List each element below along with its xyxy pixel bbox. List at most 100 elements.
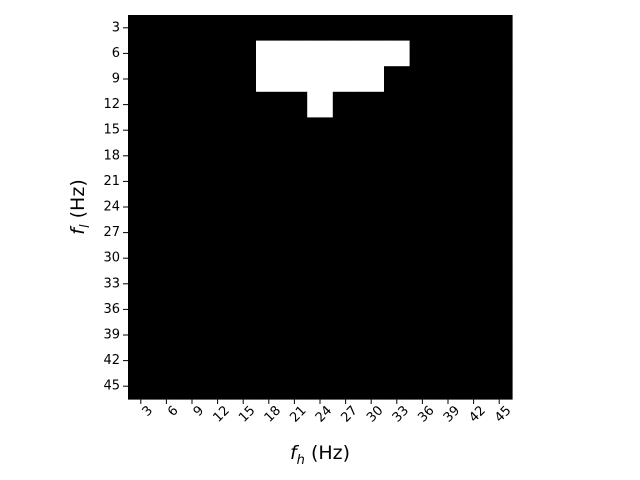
heatmap-cell-r12-c3 <box>204 322 231 349</box>
heatmap-cell-r14-c12 <box>435 373 462 400</box>
heatmap-cell-r3-c4 <box>230 91 257 118</box>
y-tick-label: 18 <box>103 148 120 163</box>
heatmap-cell-r4-c3 <box>204 117 231 144</box>
x-tick-label: 39 <box>441 403 463 425</box>
y-tick-label: 9 <box>112 72 120 87</box>
heatmap-cell-r11-c4 <box>230 296 257 323</box>
heatmap-cell-r0-c11 <box>409 15 436 42</box>
heatmap-cell-r1-c12 <box>435 40 462 67</box>
heatmap-cell-r2-c6 <box>281 66 308 93</box>
heatmap-cell-r13-c7 <box>307 347 334 374</box>
heatmap-cell-r7-c14 <box>486 194 513 221</box>
heatmap-cell-r3-c6 <box>281 91 308 118</box>
heatmap-cell-r6-c0 <box>128 168 155 195</box>
x-tick-label: 15 <box>236 403 258 425</box>
heatmap-cell-r13-c12 <box>435 347 462 374</box>
y-tick-label: 24 <box>103 200 120 215</box>
heatmap-cell-r7-c12 <box>435 194 462 221</box>
y-tick-label: 21 <box>103 174 120 189</box>
heatmap-cell-r8-c6 <box>281 219 308 246</box>
heatmap-cell-r1-c4 <box>230 40 257 67</box>
x-tick-label: 21 <box>287 403 309 425</box>
heatmap-cell-r5-c5 <box>256 143 283 170</box>
heatmap-cell-r7-c1 <box>153 194 180 221</box>
heatmap-cell-r10-c3 <box>204 271 231 298</box>
heatmap-cell-r12-c0 <box>128 322 155 349</box>
heatmap-cell-r2-c7 <box>307 66 334 93</box>
heatmap-cell-r3-c12 <box>435 91 462 118</box>
heatmap-cell-r2-c13 <box>460 66 487 93</box>
heatmap-cell-r11-c8 <box>332 296 359 323</box>
x-tick-label: 12 <box>210 403 232 425</box>
heatmap-cell-r1-c14 <box>486 40 513 67</box>
heatmap-cell-r11-c12 <box>435 296 462 323</box>
heatmap-cell-r12-c8 <box>332 322 359 349</box>
heatmap-cell-r6-c4 <box>230 168 257 195</box>
heatmap-cell-r6-c2 <box>179 168 206 195</box>
heatmap-cell-r1-c2 <box>179 40 206 67</box>
heatmap-cell-r9-c7 <box>307 245 334 272</box>
heatmap-cell-r9-c8 <box>332 245 359 272</box>
heatmap-cell-r1-c6 <box>281 40 308 67</box>
heatmap-cell-r5-c4 <box>230 143 257 170</box>
heatmap-cell-r8-c13 <box>460 219 487 246</box>
heatmap-cell-r1-c0 <box>128 40 155 67</box>
y-tick-label: 27 <box>103 225 120 240</box>
heatmap-cell-r14-c6 <box>281 373 308 400</box>
heatmap-cell-r3-c7 <box>307 91 334 118</box>
heatmap-cell-r0-c4 <box>230 15 257 42</box>
heatmap-cell-r6-c10 <box>384 168 411 195</box>
heatmap-cell-r8-c5 <box>256 219 283 246</box>
heatmap-cell-r10-c5 <box>256 271 283 298</box>
y-tick-label: 12 <box>103 97 120 112</box>
heatmap-cell-r5-c7 <box>307 143 334 170</box>
heatmap-cell-r10-c13 <box>460 271 487 298</box>
y-tick-label: 42 <box>103 353 120 368</box>
heatmap-cell-r8-c7 <box>307 219 334 246</box>
heatmap-cell-r9-c10 <box>384 245 411 272</box>
heatmap-cell-r9-c12 <box>435 245 462 272</box>
heatmap-cell-r4-c10 <box>384 117 411 144</box>
heatmap-cell-r9-c9 <box>358 245 385 272</box>
heatmap-cell-r11-c11 <box>409 296 436 323</box>
heatmap-cell-r5-c14 <box>486 143 513 170</box>
heatmap-cell-r13-c9 <box>358 347 385 374</box>
heatmap-cell-r10-c2 <box>179 271 206 298</box>
heatmap-cell-r4-c9 <box>358 117 385 144</box>
heatmap-cell-r5-c8 <box>332 143 359 170</box>
heatmap-cell-r13-c4 <box>230 347 257 374</box>
x-tick-label: 27 <box>338 403 360 425</box>
x-tick-label: 30 <box>364 403 386 425</box>
heatmap-cell-r0-c2 <box>179 15 206 42</box>
heatmap-cell-r5-c3 <box>204 143 231 170</box>
heatmap-cell-r7-c3 <box>204 194 231 221</box>
heatmap-cell-r12-c5 <box>256 322 283 349</box>
heatmap-cell-r5-c10 <box>384 143 411 170</box>
x-tick-label: 18 <box>262 403 284 425</box>
heatmap-cell-r7-c4 <box>230 194 257 221</box>
heatmap-cell-r9-c5 <box>256 245 283 272</box>
heatmap-cell-r7-c11 <box>409 194 436 221</box>
heatmap-cell-r0-c6 <box>281 15 308 42</box>
heatmap-cell-r9-c0 <box>128 245 155 272</box>
heatmap-cell-r13-c3 <box>204 347 231 374</box>
heatmap-cell-r2-c14 <box>486 66 513 93</box>
heatmap-cell-r8-c12 <box>435 219 462 246</box>
heatmap-cell-r4-c12 <box>435 117 462 144</box>
heatmap-cell-r0-c14 <box>486 15 513 42</box>
heatmap-cell-r3-c8 <box>332 91 359 118</box>
heatmap-cell-r1-c1 <box>153 40 180 67</box>
heatmap-cell-r2-c12 <box>435 66 462 93</box>
heatmap-cell-r7-c13 <box>460 194 487 221</box>
heatmap-cell-r7-c7 <box>307 194 334 221</box>
y-axis-label: fl (Hz) <box>67 179 93 234</box>
heatmap-cell-r8-c0 <box>128 219 155 246</box>
heatmap-cell-r2-c8 <box>332 66 359 93</box>
heatmap-cell-r3-c10 <box>384 91 411 118</box>
heatmap-cell-r1-c7 <box>307 40 334 67</box>
heatmap-cell-r12-c7 <box>307 322 334 349</box>
heatmap-cell-r6-c9 <box>358 168 385 195</box>
heatmap-cell-r10-c14 <box>486 271 513 298</box>
heatmap-cell-r10-c10 <box>384 271 411 298</box>
